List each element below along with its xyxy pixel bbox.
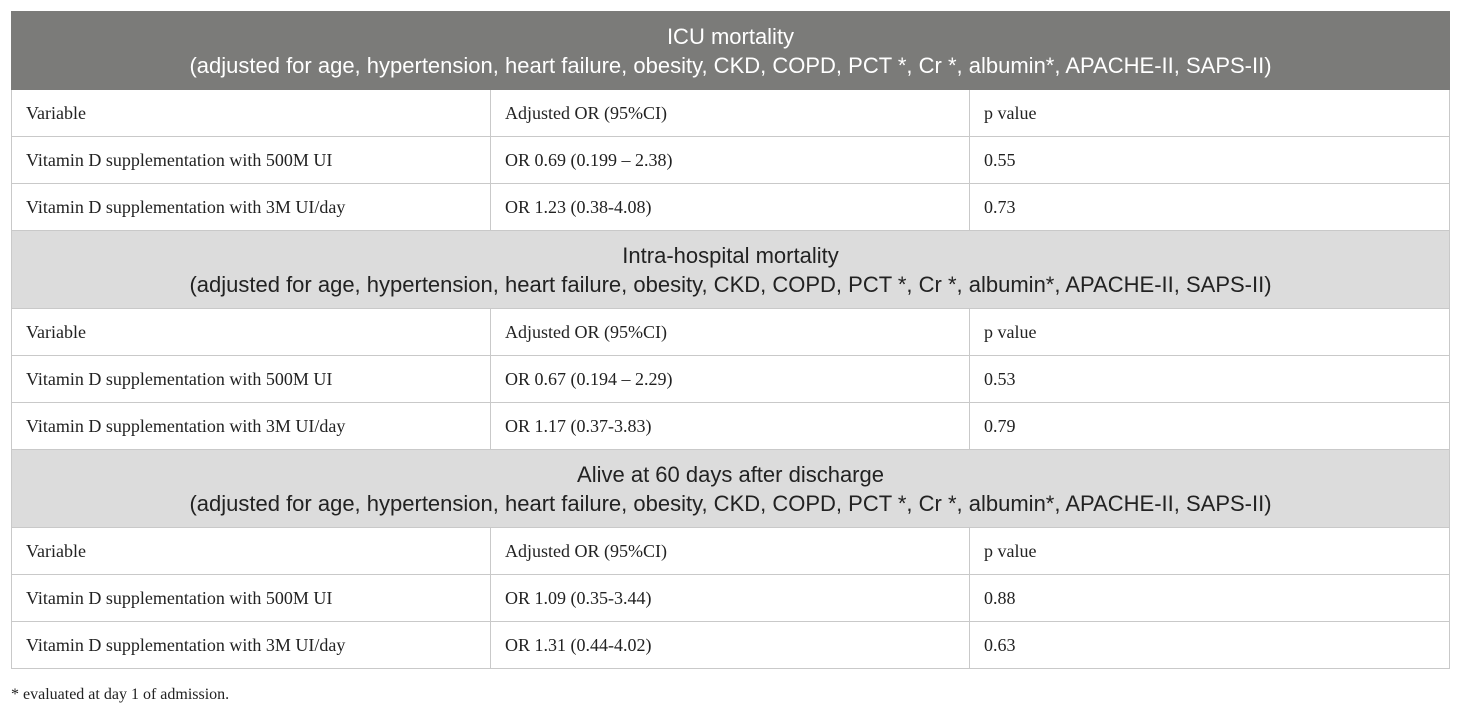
table-row: Vitamin D supplementation with 500M UI O… bbox=[11, 355, 1451, 403]
results-table-container: ICU mortality (adjusted for age, hyperte… bbox=[10, 11, 1451, 669]
cell-adjusted-or: OR 1.17 (0.37-3.83) bbox=[490, 402, 970, 450]
section-subtitle: (adjusted for age, hypertension, heart f… bbox=[189, 52, 1272, 78]
cell-p-value: 0.63 bbox=[968, 621, 1451, 669]
cell-adjusted-or: OR 0.69 (0.199 – 2.38) bbox=[490, 136, 970, 184]
column-header-row: Variable Adjusted OR (95%CI) p value bbox=[11, 308, 1451, 356]
column-header-row: Variable Adjusted OR (95%CI) p value bbox=[11, 527, 1451, 575]
cell-p-value: 0.55 bbox=[968, 136, 1451, 184]
cell-variable: Vitamin D supplementation with 3M UI/day bbox=[11, 621, 491, 669]
table-row: Vitamin D supplementation with 500M UI O… bbox=[11, 136, 1451, 184]
cell-p-value: 0.53 bbox=[968, 355, 1451, 403]
section-header-cell: ICU mortality (adjusted for age, hyperte… bbox=[10, 11, 1451, 90]
cell-adjusted-or: OR 1.09 (0.35-3.44) bbox=[490, 574, 970, 622]
section-subtitle: (adjusted for age, hypertension, heart f… bbox=[189, 490, 1272, 516]
cell-variable: Vitamin D supplementation with 500M UI bbox=[11, 355, 491, 403]
column-header-row: Variable Adjusted OR (95%CI) p value bbox=[11, 89, 1451, 137]
table-footnote: * evaluated at day 1 of admission. bbox=[11, 686, 230, 703]
column-header-adjusted-or: Adjusted OR (95%CI) bbox=[490, 89, 970, 137]
column-header-variable: Variable bbox=[11, 89, 491, 137]
results-table: ICU mortality (adjusted for age, hyperte… bbox=[10, 11, 1451, 669]
cell-variable: Vitamin D supplementation with 500M UI bbox=[11, 136, 491, 184]
section-header-icu-mortality: ICU mortality (adjusted for age, hyperte… bbox=[10, 11, 1451, 90]
column-header-p-value: p value bbox=[968, 527, 1451, 575]
column-header-adjusted-or: Adjusted OR (95%CI) bbox=[490, 527, 970, 575]
cell-p-value: 0.73 bbox=[968, 183, 1451, 231]
section-header-cell: Intra-hospital mortality (adjusted for a… bbox=[10, 230, 1451, 309]
table-row: Vitamin D supplementation with 500M UI O… bbox=[11, 574, 1451, 622]
table-row: Vitamin D supplementation with 3M UI/day… bbox=[11, 621, 1451, 669]
section-header-cell: Alive at 60 days after discharge (adjust… bbox=[10, 449, 1451, 528]
cell-adjusted-or: OR 1.31 (0.44-4.02) bbox=[490, 621, 970, 669]
section-subtitle: (adjusted for age, hypertension, heart f… bbox=[189, 271, 1272, 297]
column-header-adjusted-or: Adjusted OR (95%CI) bbox=[490, 308, 970, 356]
table-row: Vitamin D supplementation with 3M UI/day… bbox=[11, 402, 1451, 450]
section-title: ICU mortality bbox=[666, 23, 795, 49]
column-header-p-value: p value bbox=[968, 308, 1451, 356]
cell-adjusted-or: OR 1.23 (0.38-4.08) bbox=[490, 183, 970, 231]
cell-variable: Vitamin D supplementation with 3M UI/day bbox=[11, 402, 491, 450]
section-header-intra-hospital-mortality: Intra-hospital mortality (adjusted for a… bbox=[10, 230, 1451, 309]
cell-variable: Vitamin D supplementation with 500M UI bbox=[11, 574, 491, 622]
section-title: Alive at 60 days after discharge bbox=[577, 461, 884, 487]
cell-p-value: 0.88 bbox=[968, 574, 1451, 622]
cell-p-value: 0.79 bbox=[968, 402, 1451, 450]
column-header-p-value: p value bbox=[968, 89, 1451, 137]
column-header-variable: Variable bbox=[11, 308, 491, 356]
cell-variable: Vitamin D supplementation with 3M UI/day bbox=[11, 183, 491, 231]
table-row: Vitamin D supplementation with 3M UI/day… bbox=[11, 183, 1451, 231]
section-title: Intra-hospital mortality bbox=[622, 242, 839, 268]
cell-adjusted-or: OR 0.67 (0.194 – 2.29) bbox=[490, 355, 970, 403]
column-header-variable: Variable bbox=[11, 527, 491, 575]
section-header-alive-60-days: Alive at 60 days after discharge (adjust… bbox=[10, 449, 1451, 528]
